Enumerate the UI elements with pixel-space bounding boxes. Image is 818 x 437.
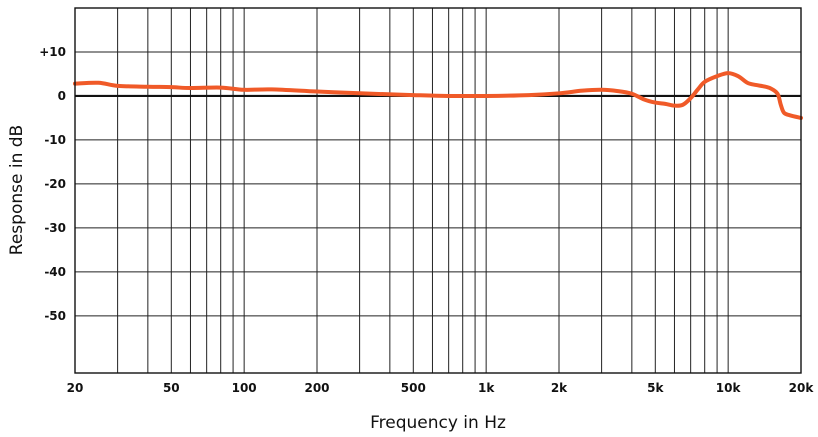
plot-background [75,8,801,373]
x-tick-label: 500 [401,381,426,395]
y-tick-label: +10 [39,45,66,59]
x-tick-label: 10k [716,381,742,395]
plot-frame [74,7,802,374]
x-tick-label: 20k [789,381,815,395]
x-gridlines [74,8,802,373]
y-tick-label: -40 [44,265,66,279]
y-tick-labels: +10 0 -10 -20 -30 -40 -50 [39,45,66,323]
x-axis-title: Frequency in Hz [370,413,506,433]
x-tick-label: 2k [551,381,568,395]
response-curve [73,71,803,120]
x-tick-label: 20 [67,381,84,395]
y-axis-title: Response in dB [7,125,27,255]
y-tick-label: -50 [44,309,66,323]
y-tick-label: -20 [44,177,66,191]
x-tick-label: 200 [304,381,329,395]
x-tick-label: 50 [163,381,180,395]
y-tick-label: 0 [58,89,66,103]
x-tick-label: 100 [232,381,257,395]
x-tick-label: 5k [647,381,664,395]
x-tick-labels: 20 50 100 200 500 1k 2k 5k 10k 20k [67,381,815,395]
x-tick-label: 1k [478,381,495,395]
y-tick-label: -30 [44,221,66,235]
y-tick-label: -10 [44,133,66,147]
